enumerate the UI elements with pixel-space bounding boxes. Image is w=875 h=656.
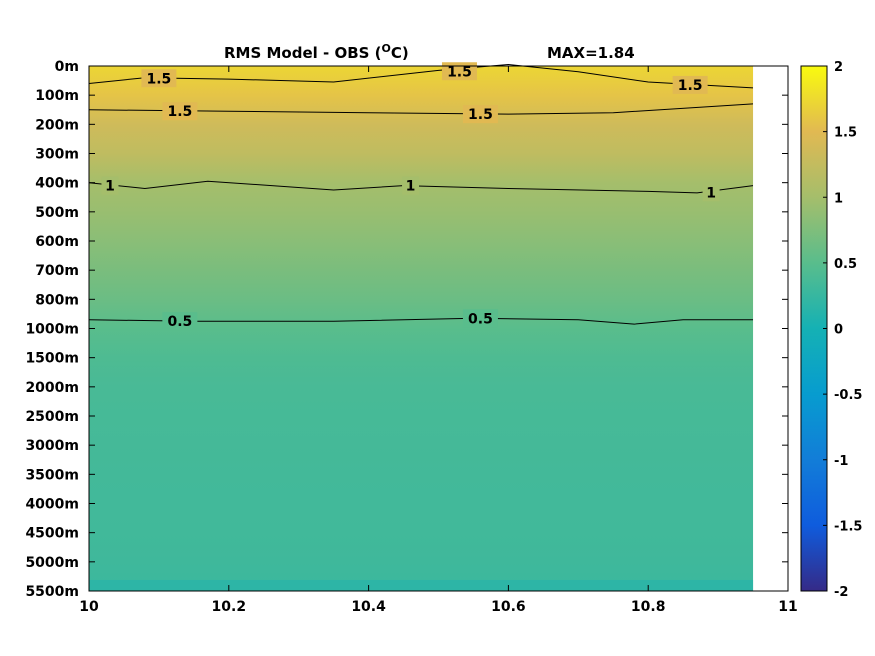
contour-label: 1.5 <box>678 78 703 94</box>
plot-area: 1.5 1.51.51.5 1.51 1 10.5 0.5 0m100m200m300m4… <box>25 59 797 615</box>
y-tick-label: 2500m <box>25 409 79 425</box>
contour-label: 1.5 <box>468 107 493 123</box>
x-tick-label: 10.4 <box>351 599 386 615</box>
contour-label: 1.5 <box>146 71 171 87</box>
contour-lines: 1.5 1.5 1.5 1.5 1.5 1 1 1 0.5 0.5 <box>88 62 754 331</box>
contour-label-bg <box>141 69 177 88</box>
y-tick-label: 600m <box>35 234 79 250</box>
y-tick-label: 100m <box>35 88 79 104</box>
contour-label: 1.5 <box>447 64 472 80</box>
x-tick-label: 11 <box>778 599 797 615</box>
contour-label: 0.5 <box>468 311 493 327</box>
figure-title: RMS Model - OBS (OC) MAX=1.84 <box>224 42 635 62</box>
contour-line-3 <box>88 317 753 325</box>
x-tick-label: 10 <box>79 599 99 615</box>
contour-line-1 <box>88 103 754 115</box>
contour-label: 1 <box>105 179 115 195</box>
x-tick-label: 10.8 <box>631 599 666 615</box>
contour-label-bg <box>462 105 498 124</box>
colorbar-scale <box>800 65 828 592</box>
y-tick-label: 0m <box>55 59 79 75</box>
contour-label-bg <box>162 312 198 331</box>
colorbar-tick-label: -1.5 <box>834 519 862 534</box>
y-tick-label: 200m <box>35 117 79 133</box>
contour-label-bg <box>672 75 708 94</box>
colorbar-tick-label: -1 <box>834 454 848 469</box>
colorbar-tick-label: 1.5 <box>834 126 857 141</box>
contour-label: 0.5 <box>167 314 192 330</box>
heatmap-bottom-band <box>89 580 754 591</box>
colorbar-tick-label: -2 <box>834 585 848 600</box>
y-tick-label: 1500m <box>25 351 79 367</box>
y-tick-label: 700m <box>35 263 79 279</box>
contour-label-bg <box>441 62 477 81</box>
y-tick-label: 4000m <box>25 497 79 513</box>
y-tick-label: 3000m <box>25 438 79 454</box>
x-tick-label: 10.2 <box>212 599 247 615</box>
chart-title: RMS Model - OBS (OC) <box>224 42 409 62</box>
colorbar-ticks: 2 1.5 1 0.5 0 -0.5 -1 -1.5 -2 <box>823 60 862 600</box>
contour-label-bg <box>101 176 119 195</box>
contour-label-bg <box>462 309 498 328</box>
y-axis: 0m 100m 200m 300m 400m 500m 600m 700m 800m 1000m 1… <box>25 59 788 600</box>
colorbar-tick-label: 2 <box>834 60 843 75</box>
y-tick-label: 500m <box>35 205 79 221</box>
contour-label: 1.5 <box>167 104 192 120</box>
contour-label: 1 <box>406 179 416 195</box>
y-tick-label: 4500m <box>25 526 79 542</box>
max-value-label: MAX=1.84 <box>547 44 635 62</box>
contour-label-bg <box>402 176 420 195</box>
x-axis: 10 10.2 10.4 10.6 10.8 11 <box>79 66 798 615</box>
contour-label: 1 <box>706 185 716 201</box>
colorbar-tick-label: 0 <box>834 323 843 338</box>
y-tick-label: 2000m <box>25 380 79 396</box>
y-tick-label: 800m <box>35 292 79 308</box>
y-tick-label: 5500m <box>25 584 79 600</box>
colorbar-tick-label: 0.5 <box>834 257 857 272</box>
colorbar: 2 1.5 1 0.5 0 -0.5 -1 -1.5 -2 <box>800 60 862 600</box>
y-tick-label: 400m <box>35 176 79 192</box>
contour-label-bg <box>702 183 720 202</box>
y-tick-label: 300m <box>35 147 79 163</box>
colorbar-tick-label: 1 <box>834 191 843 206</box>
y-tick-label: 5000m <box>25 555 79 571</box>
heatmap-field <box>89 66 754 591</box>
contour-label-bg <box>162 102 198 121</box>
y-tick-label: 1000m <box>25 322 79 338</box>
x-tick-label: 10.6 <box>491 599 526 615</box>
colorbar-tick-label: -0.5 <box>834 388 862 403</box>
y-tick-label: 3500m <box>25 467 79 483</box>
